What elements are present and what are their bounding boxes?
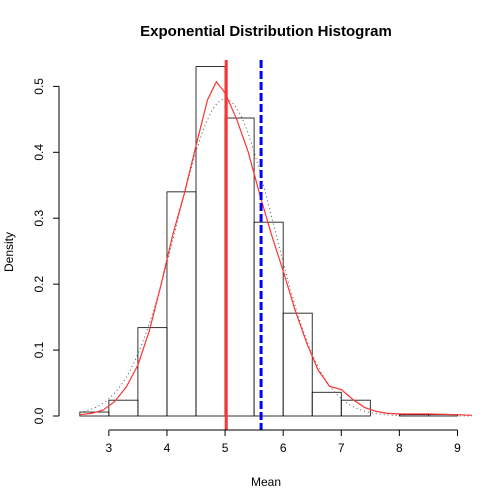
histogram-bar	[282, 312, 313, 417]
histogram-bars	[79, 66, 458, 417]
histogram-bar	[166, 191, 197, 417]
histogram-bar	[224, 117, 255, 417]
y-tick-label: 0.3	[32, 210, 46, 227]
chart-title: Exponential Distribution Histogram	[140, 23, 392, 40]
x-tick-label: 5	[222, 441, 229, 455]
density-curves	[79, 80, 473, 417]
histogram-bar	[340, 399, 371, 417]
kernel-density-curve	[79, 80, 473, 416]
x-tick-label: 6	[280, 441, 287, 455]
histogram-bar	[195, 66, 226, 417]
y-tick-label: 0.1	[32, 341, 46, 358]
x-tick-label: 7	[338, 441, 345, 455]
reference-lines	[224, 60, 263, 430]
x-tick-label: 4	[164, 441, 171, 455]
y-tick-label: 0.4	[32, 144, 46, 161]
x-axis: 3 4 5 6 7 8 9	[106, 429, 461, 455]
y-axis: 0.0 0.1 0.2 0.3 0.4 0.5	[32, 78, 60, 424]
y-axis-label: Density	[2, 232, 16, 272]
x-tick-label: 9	[454, 441, 461, 455]
histogram-bar	[253, 221, 284, 417]
normal-density-curve	[79, 98, 472, 417]
y-tick-label: 0.2	[32, 275, 46, 292]
y-tick-label: 0.5	[32, 78, 46, 95]
x-axis-label: Mean	[251, 475, 281, 489]
histogram-bar	[311, 391, 342, 417]
x-tick-label: 3	[106, 441, 113, 455]
histogram-bar	[137, 327, 168, 417]
x-tick-label: 8	[396, 441, 403, 455]
y-tick-label: 0.0	[32, 407, 46, 424]
